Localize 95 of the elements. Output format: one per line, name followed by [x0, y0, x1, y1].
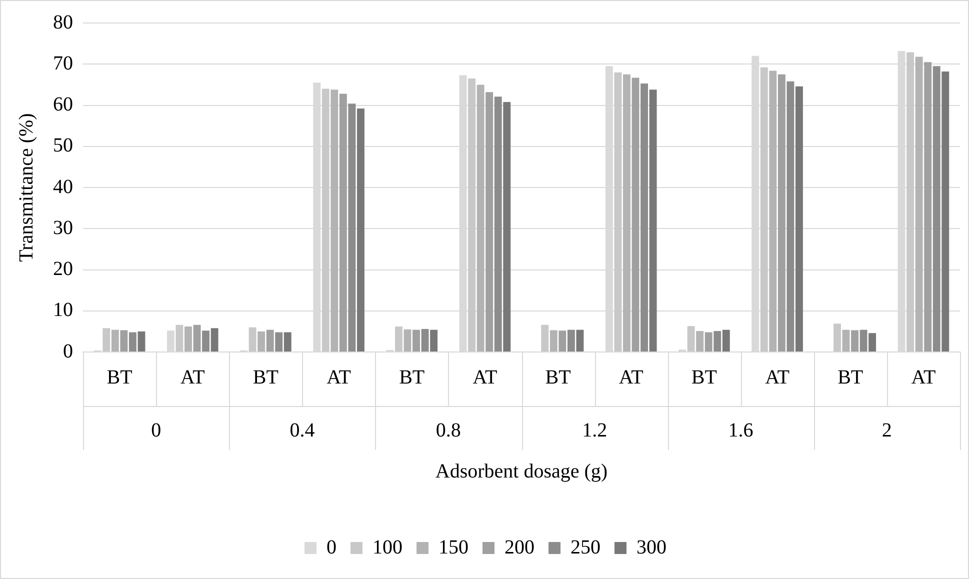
bar [906, 52, 914, 352]
bar [932, 66, 940, 352]
y-tick-label: 20 [53, 258, 73, 280]
x-tick-label: AT [618, 366, 644, 388]
x-tick-label: AT [472, 366, 498, 388]
y-axis-title: Transmittance (%) [15, 113, 38, 262]
bar [722, 330, 730, 352]
bar [915, 56, 923, 352]
bar [468, 78, 476, 352]
x-tick-label: BT [545, 366, 571, 388]
bar [184, 326, 192, 352]
legend-label: 0 [326, 536, 336, 558]
legend-label: 100 [372, 536, 402, 558]
legend-label: 200 [504, 536, 534, 558]
text: 0.4 [290, 419, 315, 442]
x-tick-label: BT [106, 366, 132, 388]
bar [284, 332, 292, 352]
bar [486, 92, 494, 352]
x-tick-label: AT [326, 366, 352, 388]
bar [138, 331, 146, 352]
bar [567, 330, 575, 352]
x-tick-label: BT [838, 366, 864, 388]
bar [202, 330, 210, 352]
bar [404, 329, 412, 352]
bar [623, 74, 630, 352]
bar [760, 67, 768, 352]
bar [558, 330, 566, 352]
y-tick-label: 10 [53, 299, 73, 322]
y-tick-label: 70 [53, 52, 73, 74]
bar [322, 88, 330, 352]
bar [632, 78, 640, 352]
bar [275, 332, 283, 352]
bar [942, 72, 950, 352]
bar [248, 327, 256, 352]
bar [696, 331, 704, 352]
bar [210, 328, 218, 352]
bar [704, 332, 712, 352]
bar [769, 70, 777, 352]
bar [266, 330, 274, 352]
x-tick-label: AT [911, 366, 936, 388]
text: 0 [151, 419, 162, 442]
y-tick-label: 40 [53, 176, 73, 198]
bar [714, 331, 722, 352]
bar [128, 332, 136, 352]
bar [795, 86, 803, 352]
bar [120, 330, 128, 352]
text: 2 [882, 419, 892, 442]
bar [494, 96, 502, 352]
bar [640, 83, 648, 352]
y-tick-label: 80 [53, 11, 73, 34]
bar [430, 330, 438, 352]
bar [541, 324, 549, 352]
bar [193, 324, 201, 352]
bar [614, 72, 622, 352]
y-tick-label: 60 [53, 94, 73, 116]
bar [339, 94, 347, 352]
bar [111, 330, 119, 352]
legend-label: 250 [570, 536, 600, 558]
text: 0.8 [436, 419, 461, 442]
bar [833, 324, 841, 352]
y-tick-label: 0 [63, 340, 73, 362]
bar [860, 330, 868, 352]
bar [258, 331, 266, 352]
bar [851, 330, 858, 352]
bar [924, 62, 932, 352]
y-tick-label: 50 [53, 134, 73, 157]
x-tick-label: AT [180, 366, 205, 388]
bar [412, 330, 420, 352]
bar [503, 102, 511, 352]
bar [868, 333, 876, 352]
bar [476, 84, 484, 352]
bar [687, 326, 695, 352]
bar [842, 330, 850, 352]
x-axis-title: Adsorbent dosage (g) [435, 460, 608, 482]
bar [394, 326, 402, 352]
bar [421, 328, 429, 352]
bar [102, 328, 110, 352]
bar [348, 104, 356, 352]
x-tick-label: AT [765, 366, 790, 388]
y-tick-label: 30 [53, 216, 73, 239]
bar [176, 324, 184, 352]
legend-label: 300 [636, 536, 666, 558]
legend-label: 150 [438, 536, 468, 558]
bar [649, 90, 657, 352]
x-tick-label: BT [252, 366, 278, 388]
x-tick-label: BT [691, 366, 717, 388]
bar [786, 81, 794, 352]
x-tick-label: BT [399, 366, 425, 388]
bar [550, 330, 558, 352]
bar [356, 108, 364, 352]
bar [778, 74, 786, 352]
text: 1.6 [728, 419, 754, 442]
bar [330, 90, 338, 352]
text: 1.2 [582, 419, 608, 442]
bar [576, 330, 584, 352]
